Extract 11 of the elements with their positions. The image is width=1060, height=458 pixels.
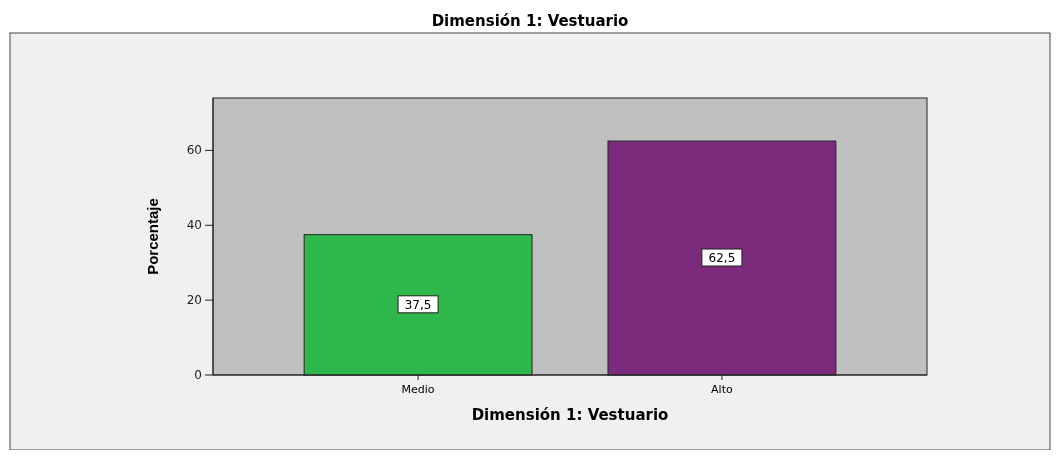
y-tick-label: 60 <box>186 143 202 158</box>
x-tick-label: Alto <box>711 383 733 396</box>
y-tick-label: 20 <box>186 293 202 308</box>
chart-title: Dimensión 1: Vestuario <box>431 12 629 30</box>
y-axis-title: Porcentaje <box>144 198 161 275</box>
y-tick-label: 0 <box>194 368 202 382</box>
data-label: 37,5 <box>404 297 432 312</box>
y-tick-label: 40 <box>186 218 202 233</box>
data-label: 62,5 <box>708 251 736 266</box>
x-axis-title: Dimensión 1: Vestuario <box>471 406 669 424</box>
x-tick-label: Medio <box>401 383 435 396</box>
